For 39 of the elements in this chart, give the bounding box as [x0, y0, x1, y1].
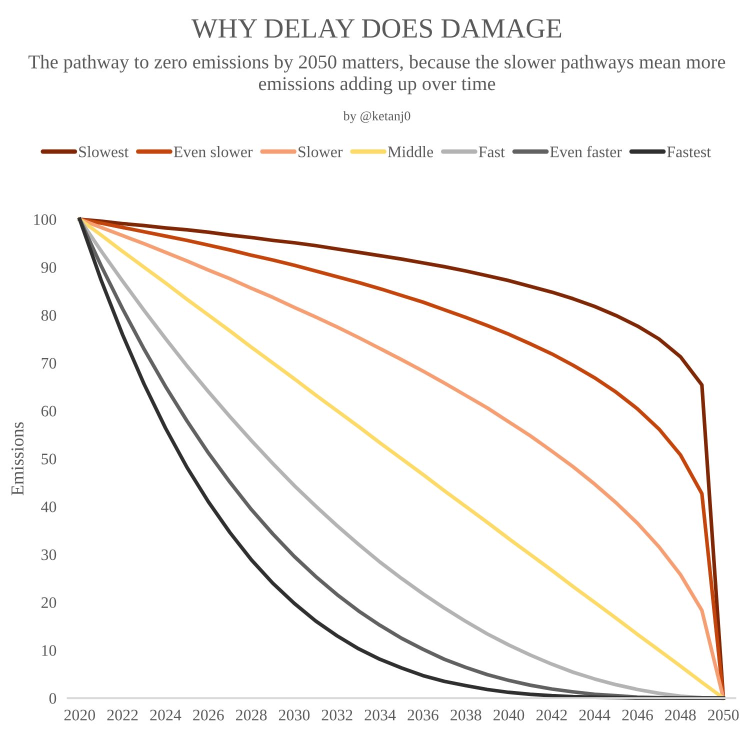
x-tick-label: 2020 [64, 710, 96, 720]
x-tick-label: 2050 [708, 710, 739, 720]
y-tick-label: 30 [42, 549, 56, 560]
x-tick-label: 2034 [364, 710, 396, 720]
x-tick-label: 2042 [536, 710, 567, 720]
y-tick-label: 10 [42, 645, 56, 656]
y-tick-label: 50 [42, 454, 56, 464]
legend-label: Middle [388, 146, 434, 158]
chart-subtitle: The pathway to zero emissions by 2050 matters, because the slower pathways mean more emissions adding up over time [28, 54, 726, 94]
y-tick-label: 100 [34, 214, 56, 225]
legend-label: Slowest [79, 146, 129, 158]
line-series [78, 217, 726, 700]
x-tick-label: 2030 [278, 710, 310, 720]
x-tick-label: 2044 [579, 710, 610, 720]
y-tick-label: 90 [41, 262, 56, 273]
y-axis-title: Emissions [11, 422, 24, 496]
y-tick-label: 60 [41, 406, 56, 417]
y-tick-label: 70 [42, 358, 56, 369]
y-tick-label: 40 [41, 502, 56, 512]
x-tick-label: 2032 [322, 710, 352, 720]
x-tick-label: 2038 [450, 710, 482, 720]
y-tick-label: 20 [41, 597, 56, 608]
legend-label: Fast [478, 146, 505, 158]
x-tick-label: 2048 [665, 710, 696, 720]
x-tick-label: 2022 [107, 710, 138, 720]
legend-label: Fastest [667, 146, 711, 158]
legend-label: Even faster [550, 146, 622, 158]
legend-label: Slower [298, 146, 343, 158]
x-tick-label: 2028 [236, 710, 267, 720]
legend-label: Even slower [174, 146, 253, 158]
text: by @ketanj0 [343, 111, 410, 124]
x-tick-label: 2024 [150, 710, 182, 720]
x-tick-label: 2026 [193, 710, 224, 720]
x-tick-label: 2040 [494, 710, 524, 720]
x-tick-label: 2046 [622, 710, 654, 720]
y-tick-label: 80 [41, 310, 56, 321]
y-tick-label: 0 [49, 693, 56, 704]
x-tick-label: 2036 [408, 710, 438, 720]
chart-title: WHY DELAY DOES DAMAGE [191, 19, 562, 38]
